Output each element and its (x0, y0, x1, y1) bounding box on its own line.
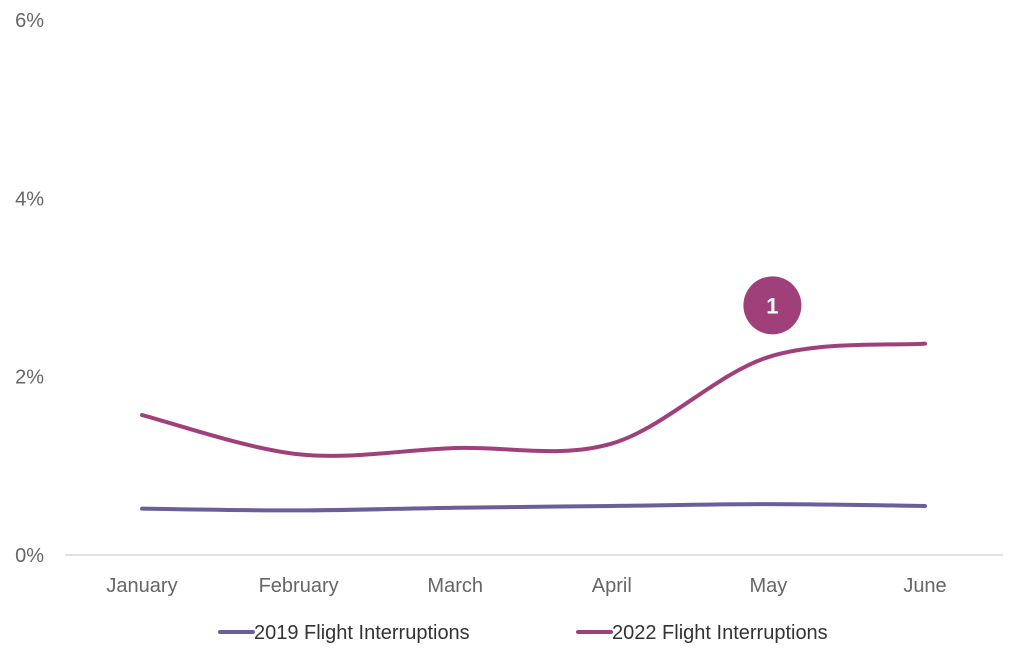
x-tick-label: January (106, 575, 177, 597)
y-tick-label: 6% (15, 10, 44, 32)
data-point (453, 446, 457, 450)
series-line-1 (140, 502, 927, 513)
x-tick-label: March (427, 575, 483, 597)
data-point (923, 504, 927, 508)
data-point (297, 508, 301, 512)
legend-label: 2019 Flight Interruptions (254, 622, 470, 644)
annotation-label: 1 (766, 293, 778, 318)
data-point (297, 452, 301, 456)
data-point (140, 507, 144, 511)
data-point (766, 355, 770, 359)
y-tick-label: 2% (15, 367, 44, 389)
x-tick-label: April (592, 575, 632, 597)
annotation-marker (743, 276, 802, 335)
x-tick-label: May (750, 575, 788, 597)
data-point (453, 506, 457, 510)
data-point (140, 413, 144, 417)
data-point (923, 342, 927, 346)
data-point (766, 502, 770, 506)
data-point (610, 442, 614, 446)
legend-label: 2022 Flight Interruptions (612, 622, 828, 644)
x-tick-label: June (903, 575, 946, 597)
x-tick-label: February (259, 575, 339, 597)
y-tick-label: 4% (15, 188, 44, 210)
series-line-2 (140, 341, 927, 458)
data-point (610, 504, 614, 508)
y-tick-label: 0% (15, 545, 44, 567)
